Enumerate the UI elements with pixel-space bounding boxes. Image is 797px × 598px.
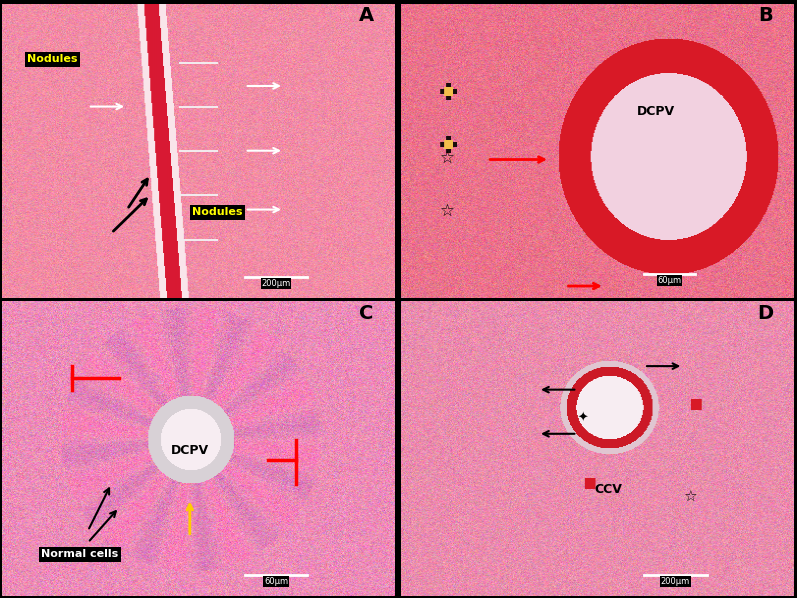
Text: ☆: ☆ [440, 202, 455, 219]
Text: 60μm: 60μm [264, 577, 289, 586]
Text: B: B [758, 6, 773, 25]
Text: C: C [359, 304, 374, 323]
Text: ✦: ✦ [577, 412, 588, 425]
Text: Nodules: Nodules [27, 54, 78, 65]
Text: ☆: ☆ [683, 489, 697, 505]
Text: Normal cells: Normal cells [41, 550, 119, 559]
Text: ☆: ☆ [440, 148, 455, 166]
Text: DCPV: DCPV [171, 444, 209, 457]
Text: CCV: CCV [595, 483, 622, 496]
Text: A: A [359, 6, 374, 25]
Text: 60μm: 60μm [658, 276, 681, 285]
Text: 200μm: 200μm [661, 577, 690, 586]
Text: Nodules: Nodules [192, 208, 242, 218]
Text: D: D [757, 304, 774, 323]
Text: 200μm: 200μm [261, 279, 291, 288]
Text: DCPV: DCPV [637, 105, 675, 118]
